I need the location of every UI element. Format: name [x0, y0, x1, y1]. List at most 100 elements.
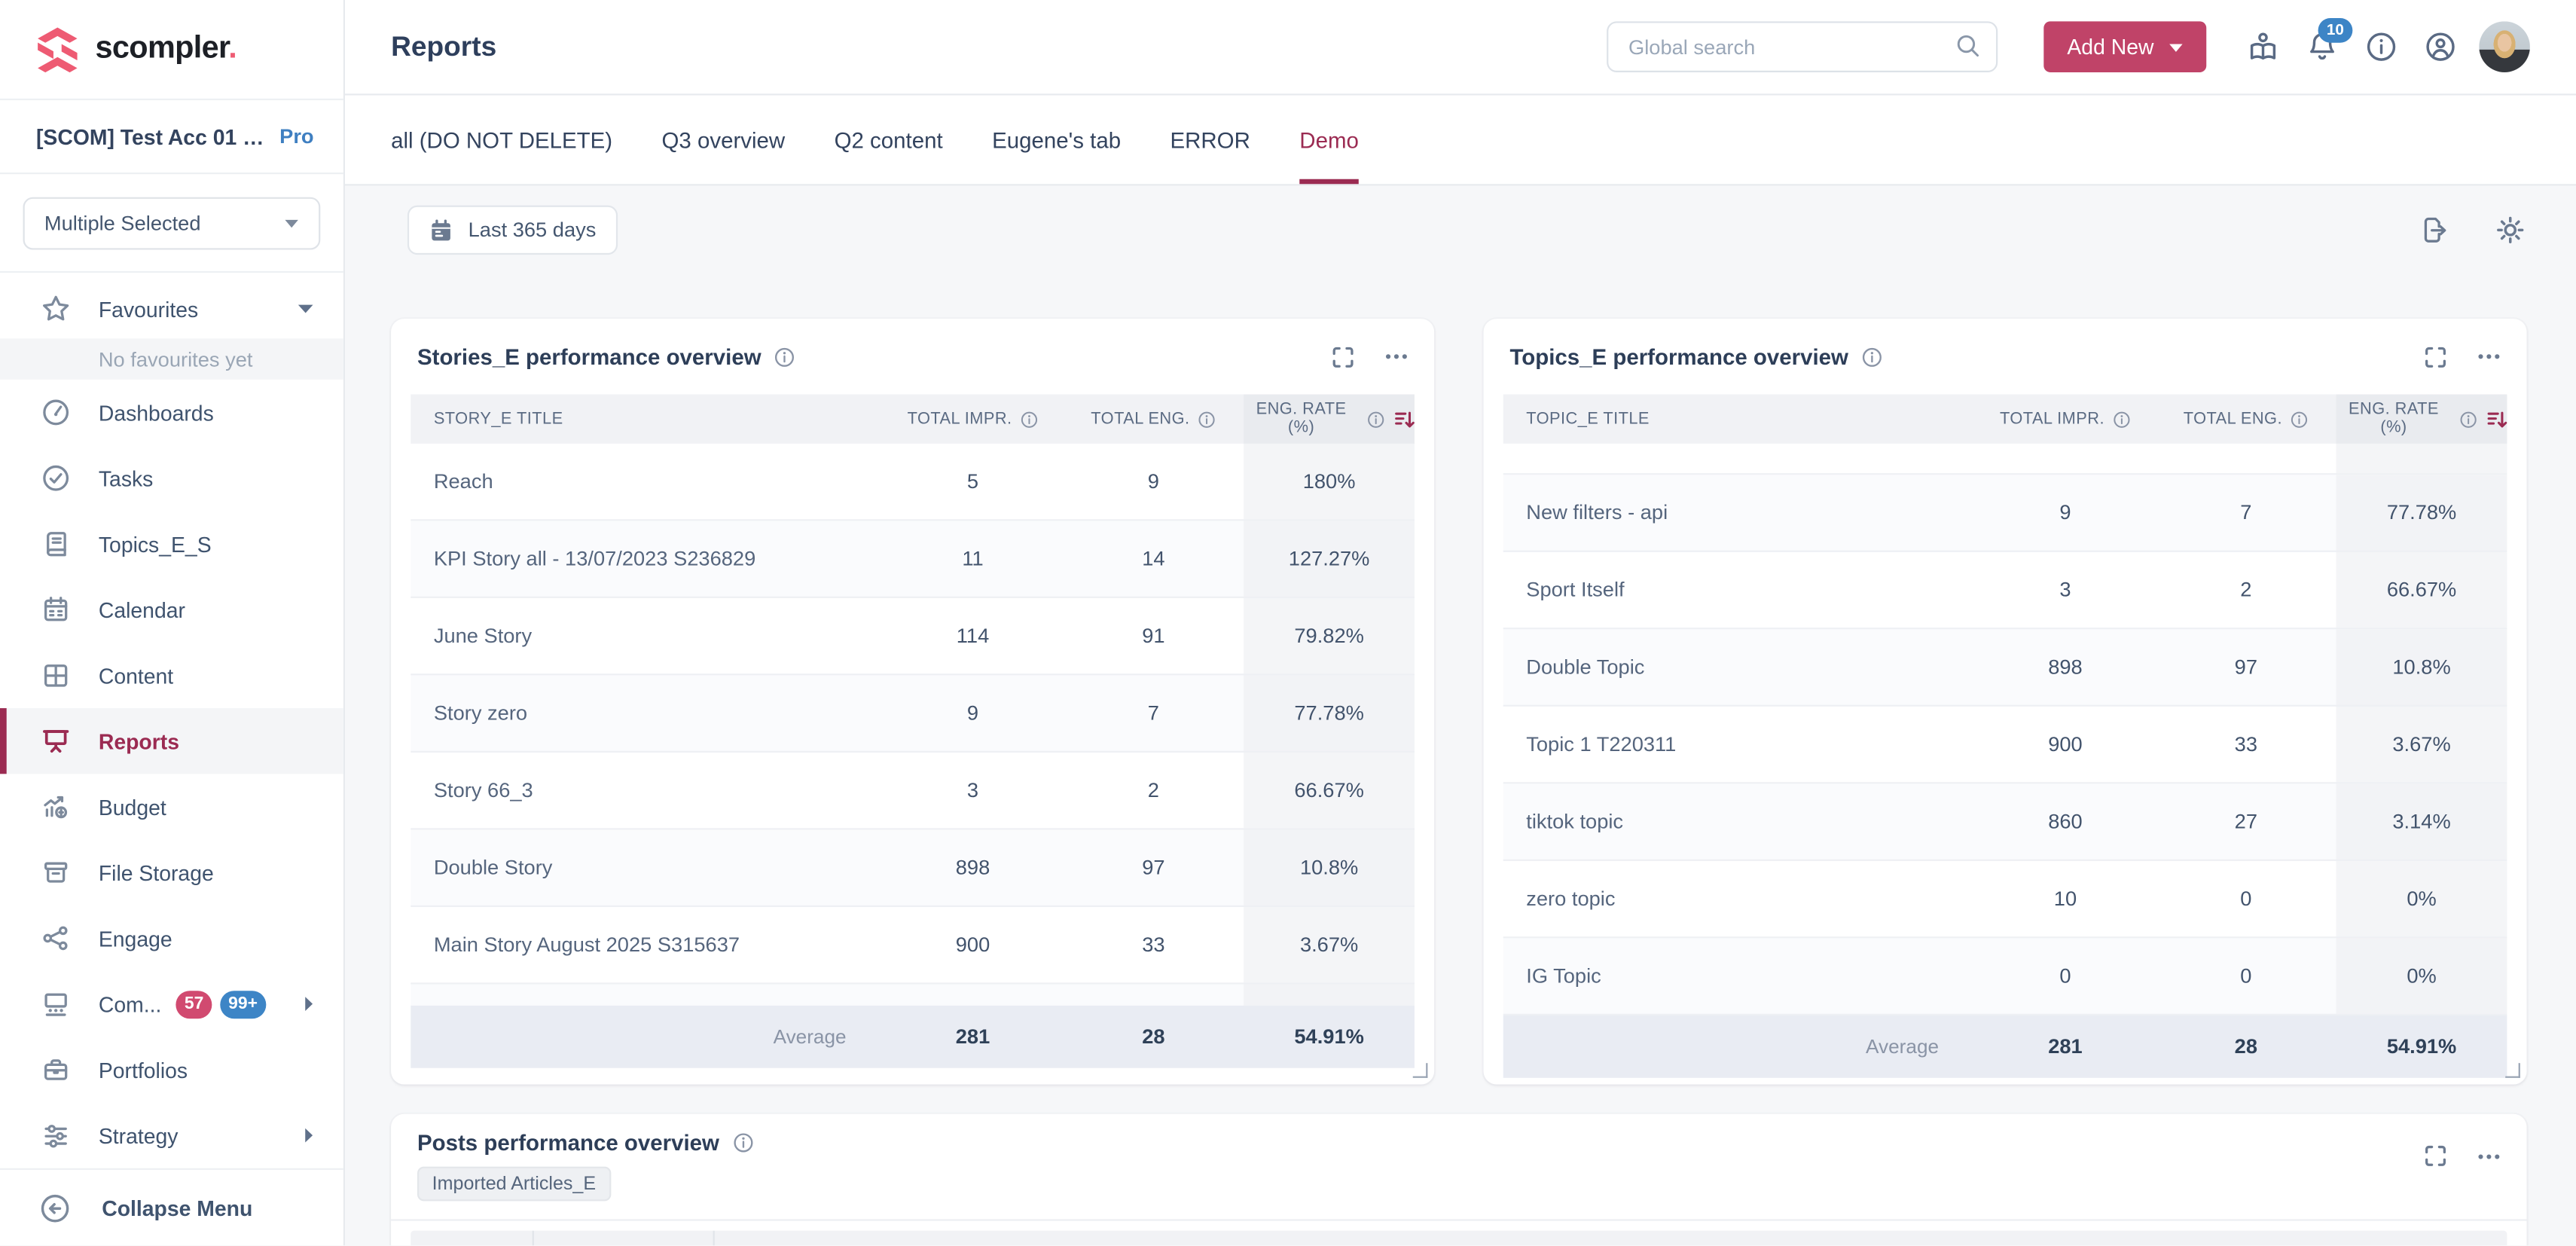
table-row[interactable]: IG Topic 0 0 0% [1503, 938, 2507, 1015]
support-icon[interactable] [2423, 29, 2458, 64]
info-icon[interactable] [1198, 410, 1216, 428]
column-header-total-engagement[interactable]: TOTAL ENG. [2156, 394, 2336, 443]
sidebar-item-dashboards[interactable]: Dashboards [0, 380, 343, 445]
column-header-engagement-rate[interactable]: ENG. RATE (%) [1244, 394, 1415, 444]
table-cell: 898 [2048, 655, 2083, 679]
table-row[interactable]: Sport Itself 3 2 66.67% [1503, 551, 2507, 630]
table-row[interactable]: Reach 5 9 180% [411, 443, 1415, 521]
sidebar-item-content[interactable]: Content [0, 643, 343, 708]
info-icon[interactable] [774, 346, 795, 367]
sidebar-item-file-storage[interactable]: File Storage [0, 840, 343, 905]
fullscreen-icon[interactable] [2423, 344, 2448, 369]
column-header-story-title[interactable]: STORY_E TITLE [433, 410, 563, 429]
card-resize-handle[interactable] [2505, 1063, 2520, 1078]
table-row[interactable]: Story zero 9 7 77.78% [411, 675, 1415, 753]
user-avatar[interactable] [2479, 21, 2530, 72]
table-cell: 3.67% [2336, 706, 2507, 783]
table-cell: KPI Story all - 13/07/2023 S236829 [433, 547, 756, 570]
academy-book-icon[interactable] [2246, 29, 2281, 64]
table-cell: 91 [1142, 624, 1165, 648]
table-row[interactable]: Topic 1 T220311 900 33 3.67% [1503, 706, 2507, 784]
sidebar-item-engage[interactable]: Engage [0, 905, 343, 971]
sidebar-item-reports[interactable]: Reports [0, 708, 343, 774]
info-icon[interactable] [2113, 410, 2131, 428]
tab-demo[interactable]: Demo [1299, 96, 1359, 185]
column-header-engagement-rate[interactable]: ENG. RATE (%) [2336, 394, 2507, 444]
settings-gear-icon[interactable] [2494, 214, 2527, 247]
table-row[interactable]: Main Story August 2025 S315637 900 33 3.67% [411, 906, 1415, 985]
sidebar-item-community[interactable]: Com... 57 99+ [0, 971, 343, 1037]
caret-down-icon [2169, 42, 2184, 52]
fullscreen-icon[interactable] [2423, 1144, 2448, 1168]
column-header-total-engagement[interactable]: TOTAL ENG. [1063, 394, 1244, 443]
info-circle-icon[interactable] [2364, 29, 2399, 64]
sidebar-item-portfolios[interactable]: Portfolios [0, 1037, 343, 1102]
average-rate: 54.91% [2386, 1035, 2457, 1058]
export-icon[interactable] [2419, 214, 2452, 247]
sidebar-item-budget[interactable]: Budget [0, 774, 343, 839]
info-icon[interactable] [1861, 346, 1882, 367]
tab-error[interactable]: ERROR [1170, 127, 1250, 152]
table-row[interactable]: Double Story 898 97 10.8% [411, 829, 1415, 907]
dashboard-content: Stories_E performance overview [345, 274, 2576, 1246]
sidebar-item-calendar[interactable]: Calendar [0, 577, 343, 643]
dashboard-gauge-icon [39, 398, 70, 427]
info-icon[interactable] [1367, 410, 1385, 428]
table-cell: 97 [2234, 655, 2257, 679]
table-row[interactable]: zero topic 10 0 0% [1503, 860, 2507, 939]
star-icon [39, 294, 70, 323]
table-row[interactable]: KPI Story all - 13/07/2023 S236829 11 14 12… [411, 521, 1415, 598]
card-title: Posts performance overview [417, 1130, 719, 1156]
search-input[interactable] [1607, 21, 1998, 72]
topics-performance-card: Topics_E performance overview [1483, 319, 2527, 1085]
info-icon[interactable] [2459, 410, 2477, 428]
card-resize-handle[interactable] [1412, 1063, 1428, 1078]
sidebar-item-tasks[interactable]: Tasks [0, 445, 343, 511]
column-header-topic-title[interactable]: TOPIC_E TITLE [1526, 410, 1650, 429]
more-options-icon[interactable] [2477, 1153, 2501, 1159]
collapse-menu-button[interactable]: Collapse Menu [0, 1168, 343, 1246]
sidebar-item-strategy[interactable]: Strategy [0, 1103, 343, 1168]
column-header-total-impressions[interactable]: TOTAL IMPR. [883, 394, 1064, 443]
sidebar: scompler. [SCOM] Test Acc 01 Li... Pro M… [0, 0, 346, 1246]
add-new-button[interactable]: Add New [2043, 21, 2207, 72]
fullscreen-icon[interactable] [1331, 344, 1356, 369]
sort-descending-icon[interactable] [2486, 408, 2507, 429]
average-rate: 54.91% [1294, 1025, 1364, 1049]
tab-eugenes-tab[interactable]: Eugene's tab [992, 127, 1122, 152]
table-row[interactable]: New filters - api 9 7 77.78% [1503, 475, 2507, 552]
table-cell: Double Story [433, 856, 553, 879]
tab-all-do-not-delete[interactable]: all (DO NOT DELETE) [391, 127, 613, 152]
tab-q3-overview[interactable]: Q3 overview [661, 127, 786, 152]
chevron-down-icon [284, 218, 299, 228]
sidebar-item-topics[interactable]: Topics_E_S [0, 511, 343, 576]
project-selector-dropdown[interactable]: Multiple Selected [23, 197, 321, 250]
filter-tag[interactable]: Imported Articles_E [417, 1166, 611, 1202]
page-title: Reports [391, 30, 497, 62]
column-header-total-impressions[interactable]: TOTAL IMPR. [1975, 394, 2156, 443]
sidebar-item-favourites[interactable]: Favourites [0, 279, 343, 339]
table-header: TOPIC_E TITLE TOTAL IMPR. TOTAL ENG. ENG… [1503, 394, 2507, 444]
info-icon[interactable] [2291, 410, 2309, 428]
table-row[interactable]: Double Topic 898 97 10.8% [1503, 629, 2507, 707]
table-row[interactable]: Story 66_3 3 2 66.67% [411, 752, 1415, 830]
search-icon[interactable] [1954, 31, 1983, 60]
sort-descending-icon[interactable] [1393, 408, 1415, 429]
date-range-button[interactable]: Last 365 days [407, 205, 618, 255]
brand-logo[interactable]: scompler. [0, 0, 343, 101]
more-options-icon[interactable] [1385, 353, 1409, 360]
tab-q2-content[interactable]: Q2 content [834, 127, 943, 152]
notifications-bell-icon[interactable]: 10 [2305, 17, 2353, 64]
info-icon[interactable] [1020, 410, 1038, 428]
table-row[interactable]: June Story 114 91 79.82% [411, 597, 1415, 676]
sliders-icon [39, 1121, 70, 1150]
account-switcher[interactable]: [SCOM] Test Acc 01 Li... Pro [0, 100, 343, 175]
info-icon[interactable] [732, 1132, 753, 1153]
table-row[interactable]: tiktok topic 860 27 3.14% [1503, 783, 2507, 861]
table-cell: 5 [966, 469, 979, 493]
table-cell: 33 [1142, 933, 1165, 957]
table-cell: 11 [962, 547, 984, 570]
more-options-icon[interactable] [2477, 353, 2501, 360]
table-cell: New filters - api [1526, 501, 1668, 524]
table-cell: 9 [966, 701, 979, 725]
